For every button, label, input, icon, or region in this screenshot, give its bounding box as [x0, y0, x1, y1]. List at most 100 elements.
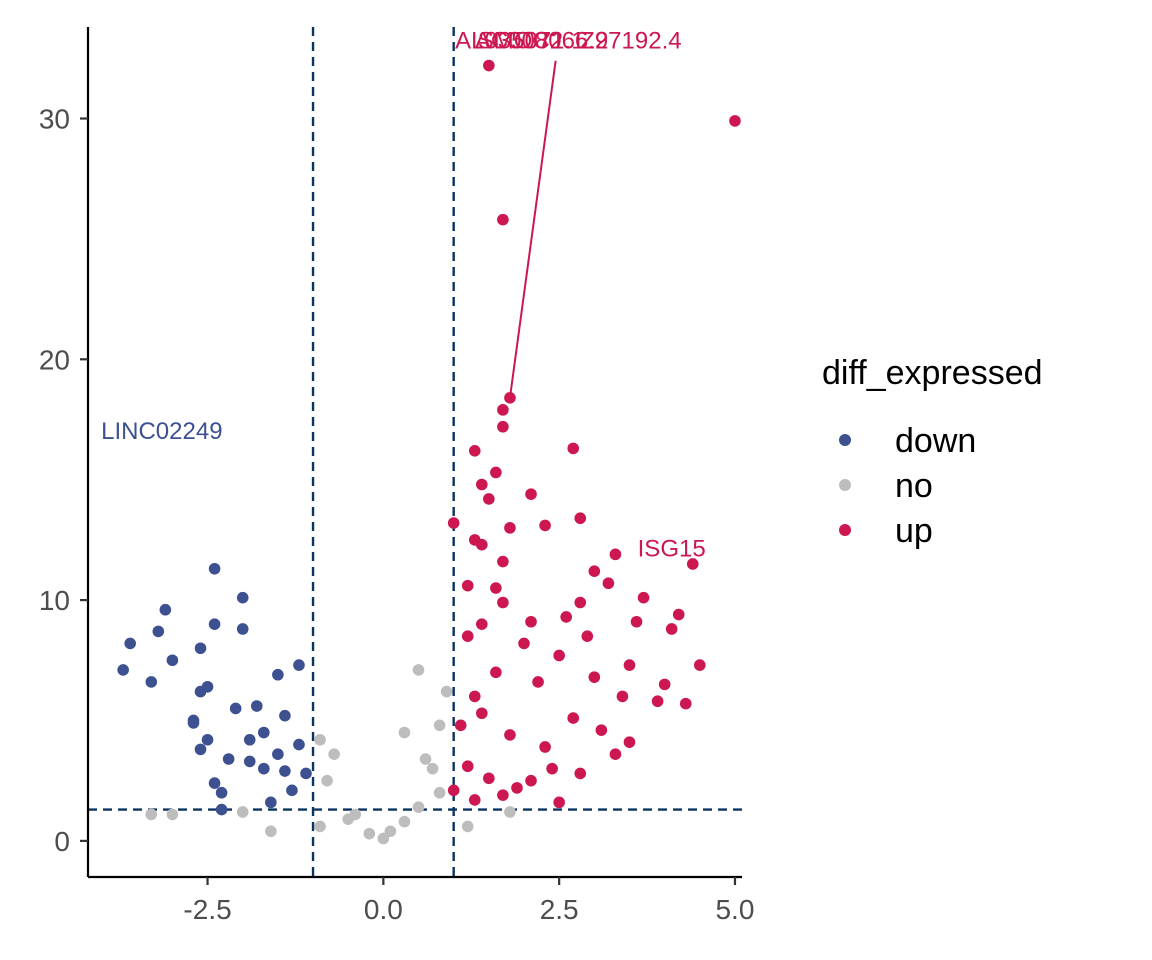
legend-key-down	[839, 434, 851, 446]
point-up	[651, 695, 664, 708]
point-up	[630, 615, 643, 628]
point-up	[567, 442, 580, 455]
y-tick-label: 0	[54, 826, 70, 857]
point-up	[729, 115, 741, 127]
gene-label: AC008066.2	[475, 28, 608, 55]
point-no	[398, 726, 411, 739]
point-up	[447, 517, 460, 529]
point-up	[490, 466, 502, 479]
point-no	[433, 786, 446, 799]
point-up	[490, 582, 502, 594]
x-tick-label: 0.0	[364, 894, 403, 925]
point-up	[497, 404, 509, 416]
point-down	[215, 786, 228, 799]
point-up	[616, 690, 629, 703]
point-up	[476, 538, 488, 551]
point-no	[504, 806, 516, 818]
point-no	[363, 827, 376, 840]
point-up	[553, 796, 565, 809]
point-up	[483, 59, 495, 72]
point-up	[497, 555, 509, 568]
point-up	[497, 789, 509, 801]
threshold-lines	[88, 27, 742, 877]
point-down	[279, 765, 291, 777]
point-up	[525, 615, 537, 628]
x-tick-label: 2.5	[540, 894, 579, 925]
gene-label: SMOC2	[478, 28, 563, 55]
point-up	[588, 671, 601, 683]
legend-key-no	[839, 479, 851, 491]
point-no	[412, 801, 425, 813]
point-up	[497, 213, 509, 226]
point-up	[461, 579, 474, 592]
point-down	[152, 625, 165, 638]
point-up	[504, 522, 516, 534]
point-no	[145, 808, 158, 821]
point-down	[222, 753, 235, 765]
point-down	[208, 777, 221, 789]
point-down	[159, 603, 172, 616]
point-up	[468, 794, 481, 806]
point-up	[567, 712, 580, 724]
point-up	[553, 649, 565, 662]
point-up	[623, 659, 636, 671]
point-down	[286, 784, 298, 797]
point-up	[694, 659, 706, 671]
point-down	[258, 726, 270, 739]
point-up	[609, 548, 622, 561]
point-up	[623, 736, 636, 748]
point-no	[166, 808, 179, 821]
point-up	[539, 519, 551, 532]
point-up	[483, 772, 495, 785]
point-up	[518, 637, 530, 650]
point-up	[490, 666, 502, 679]
point-down	[250, 700, 263, 712]
point-up	[574, 596, 587, 609]
point-down	[215, 803, 228, 816]
point-no	[419, 753, 432, 765]
gene-label: ISG15	[638, 536, 706, 563]
y-tick-label: 30	[39, 104, 70, 135]
point-down	[243, 755, 256, 768]
legend-label-down: down	[895, 422, 976, 460]
axes: -2.5 0.0 2.5 5.0 0 10 20 30	[39, 27, 754, 925]
point-down	[258, 762, 270, 775]
point-down	[293, 738, 305, 751]
point-up	[525, 774, 537, 787]
point-up	[560, 611, 572, 623]
point-up	[511, 782, 523, 794]
point-up	[504, 729, 516, 741]
point-up	[679, 697, 692, 710]
point-up	[637, 591, 650, 604]
point-down	[265, 796, 277, 809]
point-down	[201, 733, 214, 746]
point-down	[279, 709, 291, 722]
point-up	[574, 512, 587, 525]
point-no	[412, 664, 425, 676]
point-up	[686, 558, 699, 570]
point-no	[377, 832, 390, 845]
point-no	[265, 825, 277, 838]
point-up	[497, 420, 509, 433]
point-down	[272, 748, 284, 760]
point-no	[349, 808, 362, 821]
point-up	[461, 760, 474, 773]
point-up	[468, 444, 481, 457]
point-no	[426, 762, 439, 775]
point-no	[236, 806, 249, 818]
point-up	[461, 630, 474, 643]
point-down	[194, 642, 207, 655]
point-up	[658, 678, 671, 691]
point-up	[497, 596, 509, 609]
point-down	[124, 637, 136, 650]
point-no	[440, 685, 453, 698]
legend-key-up	[839, 524, 851, 536]
legend-title: diff_expressed	[822, 354, 1043, 392]
point-up	[532, 676, 544, 688]
point-down	[117, 664, 129, 676]
point-down	[243, 733, 256, 746]
point-up	[476, 478, 488, 491]
